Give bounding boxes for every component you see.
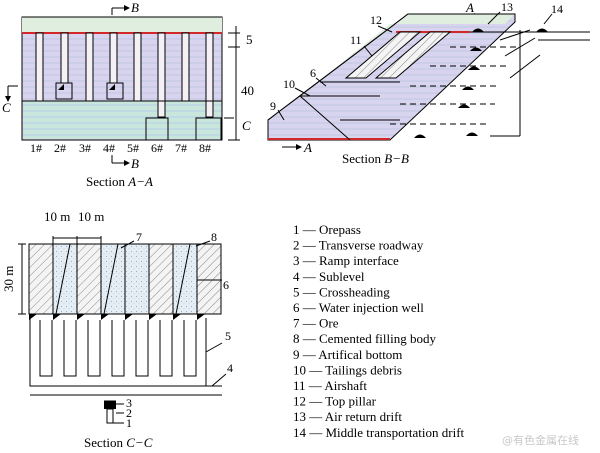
dim-height-label: 40 <box>241 83 254 98</box>
cut-label-a-bottom: A <box>303 140 312 155</box>
dimension-right <box>228 26 240 141</box>
section-cc-caption: Section C−C <box>84 435 153 450</box>
dimension-height <box>18 243 26 315</box>
stope-label-1: 1# <box>30 141 42 155</box>
callout-6-bb: 6 <box>310 66 316 80</box>
legend-item: 11 — Airshaft <box>293 378 367 393</box>
legend-item: 12 — Top pillar <box>293 394 377 409</box>
legend-item: 13 — Air return drift <box>293 409 402 424</box>
legend-item: 14 — Middle transportation drift <box>293 425 465 440</box>
callout-8: 8 <box>211 230 217 244</box>
legend-item: 7 — Ore <box>293 316 339 331</box>
cut-label-c-left: C <box>2 100 11 115</box>
callout-7: 7 <box>136 230 142 244</box>
section-b-b: A <box>267 0 590 166</box>
cut-line-b-top: B <box>111 0 139 15</box>
orepass <box>104 400 116 424</box>
water-injection-wells <box>55 243 191 315</box>
callout-13: 13 <box>501 0 513 14</box>
cut-label-b-top: B <box>131 0 139 15</box>
callout-2: 2 <box>126 406 132 420</box>
legend-item: 8 — Cemented filling body <box>293 331 436 346</box>
cut-label-c-right: C <box>242 118 251 133</box>
callout-11: 11 <box>350 33 362 47</box>
legend-item: 4 — Sublevel <box>293 269 365 284</box>
legend-item: 5 — Crossheading <box>293 284 390 299</box>
callout-6-cc: 6 <box>223 278 229 292</box>
stope-label-7: 7# <box>175 141 187 155</box>
drift-arch-markers <box>414 28 548 138</box>
callout-3: 3 <box>126 396 132 410</box>
legend-item: 9 — Artifical bottom <box>293 347 402 362</box>
cut-label-b-bottom: B <box>131 156 139 171</box>
legend-item: 6 — Water injection well <box>293 300 424 315</box>
stope-label-5: 5# <box>127 141 139 155</box>
dim-width-2: 10 m <box>78 209 104 224</box>
legend-item: 3 — Ramp interface <box>293 253 399 268</box>
sublevel-band <box>23 101 221 139</box>
stope-pillars <box>35 32 214 118</box>
callout-9: 9 <box>270 99 276 113</box>
stope-label-3: 3# <box>79 141 91 155</box>
stope-columns <box>28 243 222 315</box>
legend-item: 10 — Tailings debris <box>293 362 402 377</box>
callout-1: 1 <box>126 416 132 430</box>
section-bb-structure <box>299 81 400 141</box>
stope-label-2: 2# <box>54 141 66 155</box>
callouts-cc <box>113 240 227 424</box>
drawpoint-markers <box>29 314 205 320</box>
drift-lines <box>390 29 590 137</box>
cut-label-a-top: A <box>465 0 474 15</box>
section-a-a: B <box>2 0 254 189</box>
stope-label-6: 6# <box>151 141 163 155</box>
crossheadings <box>29 318 222 396</box>
dimension-width <box>52 236 102 244</box>
watermark: @有色金属在线 <box>502 433 579 447</box>
section-aa-top-strip <box>22 17 222 33</box>
callout-5: 5 <box>225 329 231 343</box>
callout-14: 14 <box>551 2 563 16</box>
cut-line-b-bottom: B <box>111 155 139 171</box>
section-aa-caption: Section A−A <box>86 174 153 189</box>
dim-width-1: 10 m <box>44 209 70 224</box>
stope-label-4: 4# <box>103 141 115 155</box>
callouts-bb <box>277 11 553 121</box>
airshaft-block-2 <box>374 31 452 79</box>
section-bb-caption: Section B−B <box>342 151 409 166</box>
drift-markers <box>58 84 115 90</box>
legend-item: 2 — Transverse roadway <box>293 238 424 253</box>
callout-10: 10 <box>283 77 295 91</box>
dim-height-30: 30 m <box>1 266 16 292</box>
stope-labels: 1# 2# 3# 4# 5# 6# 7# 8# <box>30 141 211 155</box>
dim-top-label: 5 <box>246 32 253 47</box>
legend-item: 1 — Orepass <box>293 222 361 237</box>
callout-4: 4 <box>227 361 233 375</box>
callout-12: 12 <box>370 13 382 27</box>
airshaft-block-1 <box>344 31 422 79</box>
stope-label-8: 8# <box>199 141 211 155</box>
cut-line-a-bottom: A <box>282 140 312 155</box>
section-c-c: 10 m 10 m 30 m <box>1 209 233 450</box>
sublevel-blocks <box>22 82 222 141</box>
